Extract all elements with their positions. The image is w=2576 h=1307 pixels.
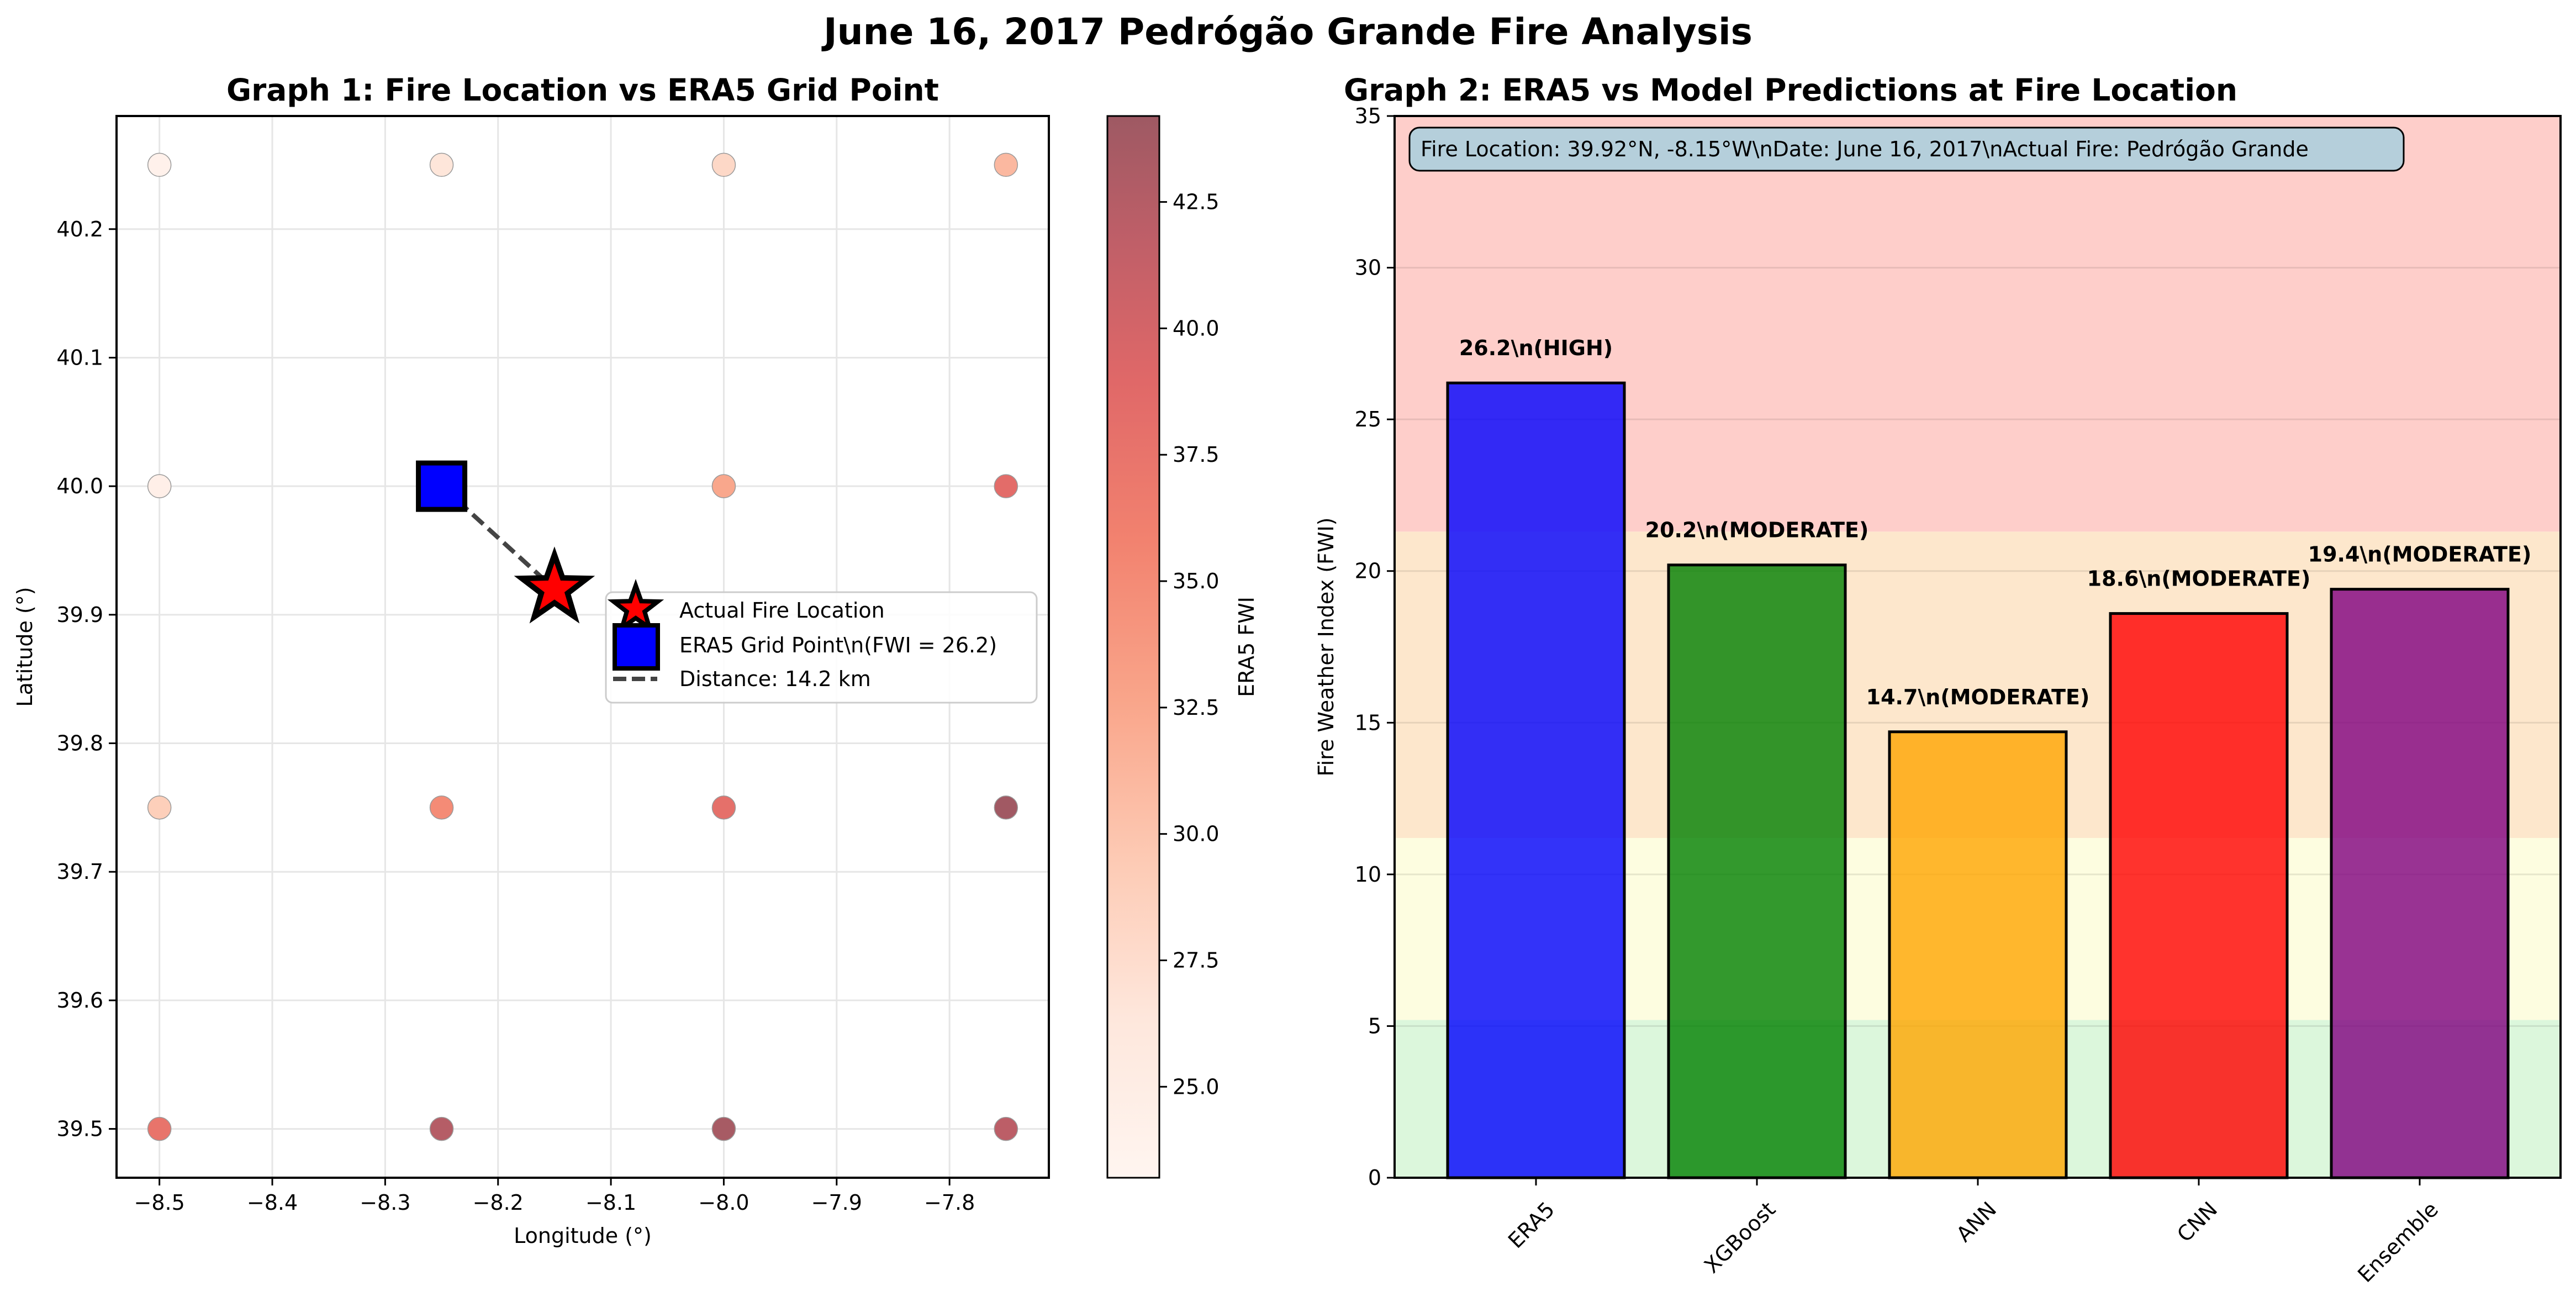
graph1-x-tick-label: −8.2 (473, 1190, 524, 1215)
graph1-y-tick-label: 39.9 (56, 603, 103, 627)
graph2-y-tick-label: 5 (1368, 1014, 1381, 1038)
bar-value-label: 18.6\n(MODERATE) (2087, 567, 2311, 591)
graph1-axes-frame (115, 115, 1050, 1179)
era5-grid-point (429, 1116, 454, 1141)
era5-grid-point (994, 1116, 1018, 1141)
graph1-x-tick-label: −8.0 (698, 1190, 749, 1215)
bar-value-label: 14.7\n(MODERATE) (1866, 685, 2090, 709)
graph1-y-tick-label: 40.2 (56, 217, 103, 241)
graph1-scatter: Graph 1: Fire Location vs ERA5 Grid Poin… (13, 72, 1259, 1248)
era5-grid-point (711, 795, 736, 820)
legend-entry-distance: Distance: 14.2 km (679, 667, 871, 691)
graph2-title: Graph 2: ERA5 vs Model Predictions at Fi… (1344, 72, 2237, 108)
legend-entry-era5: ERA5 Grid Point\n(FWI = 26.2) (679, 633, 997, 657)
graph1-x-tick-label: −7.8 (924, 1190, 975, 1215)
bar-xgboost (1667, 563, 1847, 1179)
graph1-y-tick-label: 40.0 (56, 474, 103, 498)
era5-grid-point (147, 474, 172, 498)
era5-grid-point (711, 152, 736, 177)
graph2-y-tick-label: 35 (1355, 104, 1381, 128)
bar-ensemble (2330, 588, 2510, 1179)
era5-grid-point (994, 474, 1018, 498)
era5-grid-point (429, 152, 454, 177)
bar-era5 (1446, 381, 1626, 1179)
colorbar-tick-label: 37.5 (1173, 442, 1220, 467)
era5-grid-point (994, 152, 1018, 177)
graph1-y-ticks: 39.5 39.6 39.7 39.8 39.9 40.0 40.1 40.2 (56, 217, 117, 1141)
graph2-bar-labels: 26.2\n(HIGH) 20.2\n(MODERATE) 14.7\n(MODER… (1459, 336, 2532, 709)
graph1-title: Graph 1: Fire Location vs ERA5 Grid Poin… (226, 72, 939, 108)
graph1-y-label: Latitude (°) (13, 587, 37, 707)
graph1-x-tick-label: −8.3 (360, 1190, 410, 1215)
graph1-y-tick-label: 39.7 (56, 860, 103, 884)
graph2-y-tick-label: 25 (1355, 407, 1381, 431)
era5-grid-point (994, 795, 1018, 820)
figure-title: June 16, 2017 Pedrógão Grande Fire Analy… (821, 10, 1752, 53)
colorbar-label: ERA5 FWI (1234, 597, 1259, 697)
graph2-y-tick-label: 0 (1368, 1166, 1381, 1190)
colorbar-tick-label: 30.0 (1173, 822, 1220, 846)
graph1-x-label: Longitude (°) (514, 1224, 652, 1248)
bar-ann (1888, 730, 2068, 1179)
graph2-y-tick-label: 10 (1355, 862, 1381, 887)
graph2-y-ticks: 0 5 10 15 20 25 30 35 (1355, 104, 1395, 1190)
legend-fire-star-icon (607, 579, 664, 633)
colorbar (1106, 115, 1160, 1179)
graph2-y-tick-label: 20 (1355, 559, 1381, 583)
era5-grid-point-marker (416, 460, 468, 512)
graph1-x-tick-label: −8.4 (247, 1190, 298, 1215)
colorbar-ticks: 25.0 27.5 30.0 32.5 35.0 37.5 40.0 42.5 (1159, 190, 1220, 1099)
legend-entry-fire: Actual Fire Location (679, 598, 885, 623)
graph1-y-tick-label: 39.6 (56, 988, 103, 1013)
graph1-x-tick-label: −8.5 (134, 1190, 185, 1215)
graph2-bar: Graph 2: ERA5 vs Model Predictions at Fi… (1314, 72, 2562, 1287)
colorbar-tick-label: 32.5 (1173, 695, 1220, 720)
era5-grid-point (147, 152, 172, 177)
info-box-text: Fire Location: 39.92°N, -8.15°W\nDate: J… (1421, 137, 2309, 161)
colorbar-tick-label: 40.0 (1173, 316, 1220, 340)
graph1-y-tick-label: 39.8 (56, 731, 103, 756)
graph2-y-label: Fire Weather Index (FWI) (1314, 518, 1338, 777)
bar-cnn (2109, 612, 2289, 1179)
legend-era5-square-icon (613, 623, 660, 671)
colorbar-tick-label: 35.0 (1173, 569, 1220, 593)
graph1-x-tick-label: −8.1 (585, 1190, 636, 1215)
colorbar-tick-label: 27.5 (1173, 948, 1220, 972)
era5-grid-point (147, 1116, 172, 1141)
graph2-bars (1446, 381, 2510, 1179)
era5-grid-point (429, 795, 454, 820)
era5-grid-point (711, 1116, 736, 1141)
bar-value-label: 20.2\n(MODERATE) (1645, 518, 1869, 542)
graph1-grid-points (147, 152, 1018, 1141)
colorbar-tick-label: 42.5 (1173, 190, 1220, 214)
colorbar-tick-label: 25.0 (1173, 1074, 1220, 1099)
bar-value-label: 26.2\n(HIGH) (1459, 336, 1613, 360)
fire-location-star (514, 546, 595, 624)
graph1-x-ticks: −8.5 −8.4 −8.3 −8.2 −8.1 −8.0 −7.9 −7.8 (134, 1178, 975, 1215)
info-box: Fire Location: 39.92°N, -8.15°W\nDate: J… (1408, 127, 2405, 172)
graph1-legend: Actual Fire Location ERA5 Grid Point\n(F… (605, 579, 1038, 704)
bar-value-label: 19.4\n(MODERATE) (2308, 542, 2532, 567)
info-box-background (1408, 127, 2405, 172)
era5-grid-point (147, 795, 172, 820)
era5-grid-point (711, 474, 736, 498)
graph2-y-tick-label: 15 (1355, 710, 1381, 735)
graph1-x-tick-label: −7.9 (811, 1190, 862, 1215)
legend-box (605, 591, 1038, 704)
graph1-y-tick-label: 39.5 (56, 1117, 103, 1141)
graph1-y-tick-label: 40.1 (56, 345, 103, 370)
graph2-y-tick-label: 30 (1355, 256, 1381, 280)
